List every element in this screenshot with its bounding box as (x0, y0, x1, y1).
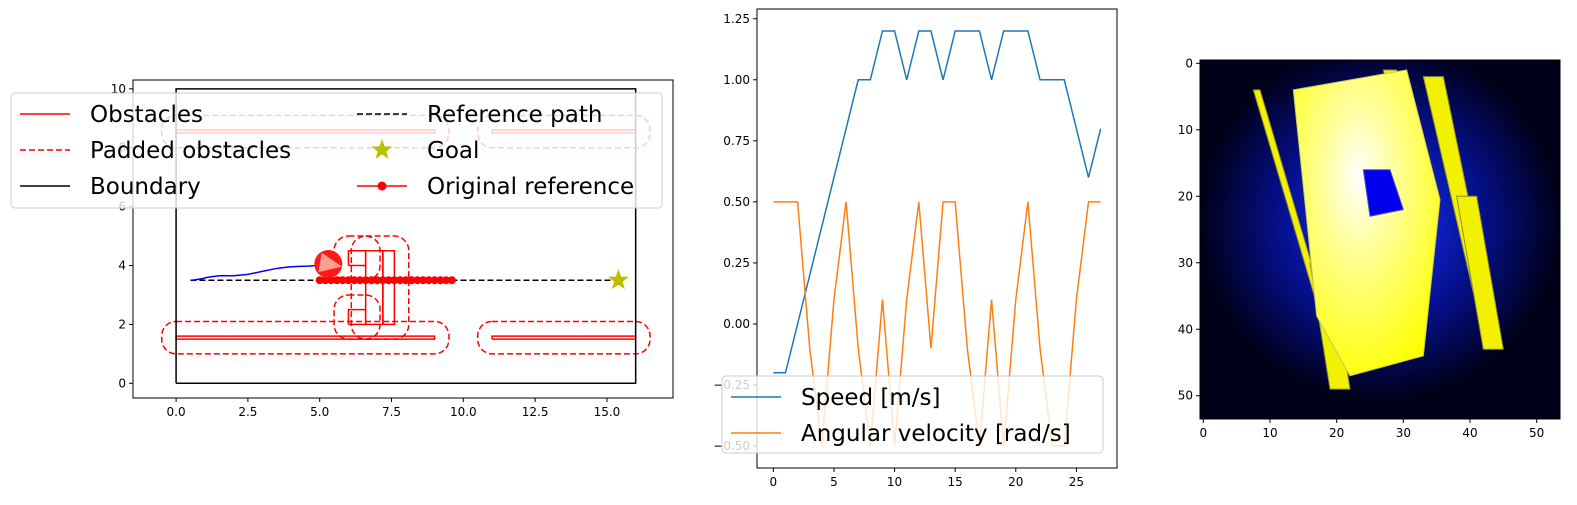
occupancy-panel (1200, 60, 1560, 419)
original-reference-point (344, 276, 353, 285)
map-legend-box (10, 92, 663, 209)
legend-label: Speed [m/s] (801, 385, 941, 411)
occupancy-ytick-label: 40 (1178, 322, 1193, 336)
map-ytick-label: 10 (111, 82, 126, 96)
original-reference-point (355, 276, 364, 285)
padded-obstacle (160, 320, 450, 355)
legend-label: Reference path (427, 102, 602, 128)
padded-obstacle (333, 294, 381, 340)
map-xtick-label: 5.0 (310, 405, 329, 419)
occupancy-xtick-label: 50 (1529, 426, 1544, 440)
occupancy-ytick-label: 10 (1178, 123, 1193, 137)
occupancy-ytick-label: 30 (1178, 256, 1193, 270)
legend-label: Boundary (90, 174, 201, 200)
original-reference-point (419, 276, 428, 285)
original-reference-point (338, 276, 347, 285)
original-reference-point (442, 276, 451, 285)
series-line-0 (773, 30, 1102, 374)
velocity-legend: Speed [m/s] Angular velocity [rad/s] (721, 375, 1104, 454)
velocity-ytick-label: 0.75 (723, 134, 750, 148)
original-reference-point (447, 276, 456, 285)
velocity-legend-box (721, 375, 1104, 454)
original-reference-point (373, 276, 382, 285)
goal-marker (608, 269, 629, 290)
obstacle (491, 335, 637, 340)
velocity-ytick-label: 1.25 (723, 12, 750, 26)
occupancy-free-region (1292, 69, 1441, 377)
legend-label: Goal (427, 138, 479, 164)
map-xtick-label: 15.0 (594, 405, 621, 419)
velocity-ytick-label: 1.00 (723, 73, 750, 87)
map-xtick-label: 7.5 (382, 405, 401, 419)
map-legend: Obstacles Padded obstacles Boundary Referen… (10, 92, 663, 209)
legend-handle (371, 139, 393, 159)
obstacle (364, 250, 384, 326)
original-reference-point (390, 276, 399, 285)
robot-trajectory (191, 263, 323, 281)
legend-label: Angular velocity [rad/s] (801, 421, 1071, 447)
original-reference-point (332, 276, 341, 285)
occupancy-axes-frame (1199, 59, 1561, 420)
obstacle (382, 250, 396, 326)
original-reference-point (430, 276, 439, 285)
map-ytick-label: 2 (118, 317, 126, 331)
occupancy-xtick-label: 20 (1329, 426, 1344, 440)
occupancy-ytick-label: 20 (1178, 189, 1193, 203)
original-reference-point (424, 276, 433, 285)
map-axes-frame (132, 79, 674, 399)
original-reference-point (384, 276, 393, 285)
map-ytick-label: 4 (118, 259, 126, 273)
original-reference-point (413, 276, 422, 285)
original-reference-point (378, 276, 387, 285)
occupancy-ytick-label: 50 (1178, 389, 1193, 403)
occupancy-strip (1456, 195, 1504, 350)
velocity-xtick-label: 0 (770, 475, 778, 489)
velocity-ytick-label: 0.25 (723, 256, 750, 270)
legend-label: Original reference (427, 174, 634, 200)
velocity-xtick-label: 15 (948, 475, 963, 489)
padded-obstacle (476, 320, 651, 355)
map-xtick-label: 0.0 (167, 405, 186, 419)
occupancy-xtick-label: 40 (1462, 426, 1477, 440)
occupancy-xtick-label: 30 (1396, 426, 1411, 440)
legend-label: Obstacles (90, 102, 203, 128)
original-reference-point (401, 276, 410, 285)
original-reference-point (396, 276, 405, 285)
occupancy-ticks: 0 10 20 30 40 50 0 10 20 30 40 50 (1178, 56, 1545, 440)
map-xtick-label: 2.5 (238, 405, 257, 419)
legend-label: Padded obstacles (90, 138, 291, 164)
occupancy-ytick-label: 0 (1185, 56, 1193, 70)
occupancy-dark-blob (1362, 169, 1404, 217)
obstacle (175, 335, 436, 340)
occupancy-xtick-label: 10 (1262, 426, 1277, 440)
original-reference-point (407, 276, 416, 285)
velocity-xtick-label: 20 (1008, 475, 1023, 489)
velocity-ytick-label: 0.00 (723, 317, 750, 331)
occupancy-xtick-label: 0 (1200, 426, 1208, 440)
original-reference-point (315, 276, 324, 285)
original-reference-point (436, 276, 445, 285)
legend-handle-marker (377, 181, 387, 191)
robot-heading (318, 252, 343, 273)
original-reference-point (350, 276, 359, 285)
map-xtick-label: 12.5 (522, 405, 549, 419)
velocity-xtick-label: 5 (830, 475, 838, 489)
original-reference-point (361, 276, 370, 285)
velocity-ytick-label: 0.50 (723, 195, 750, 209)
original-reference-point (327, 276, 336, 285)
original-reference-point (367, 276, 376, 285)
velocity-xtick-label: 10 (887, 475, 902, 489)
map-xtick-label: 10.0 (450, 405, 477, 419)
velocity-axes-frame (756, 8, 1118, 469)
original-reference-point (321, 276, 330, 285)
velocity-xtick-label: 25 (1069, 475, 1084, 489)
map-ytick-label: 0 (118, 376, 126, 390)
